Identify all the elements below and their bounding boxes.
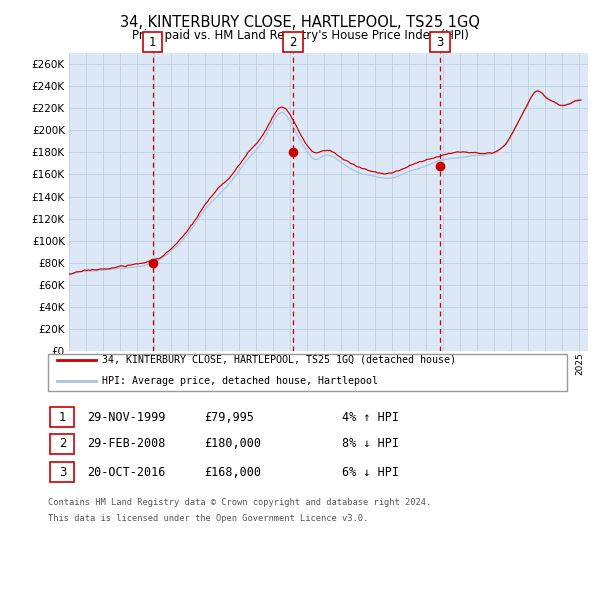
Text: 20-OCT-2016: 20-OCT-2016 — [87, 466, 166, 478]
Text: £79,995: £79,995 — [204, 411, 254, 424]
Text: This data is licensed under the Open Government Licence v3.0.: This data is licensed under the Open Gov… — [48, 513, 368, 523]
Text: 4% ↑ HPI: 4% ↑ HPI — [342, 411, 399, 424]
Text: HPI: Average price, detached house, Hartlepool: HPI: Average price, detached house, Hart… — [102, 376, 378, 386]
Text: Price paid vs. HM Land Registry's House Price Index (HPI): Price paid vs. HM Land Registry's House … — [131, 30, 469, 42]
Text: £168,000: £168,000 — [204, 466, 261, 478]
Text: Contains HM Land Registry data © Crown copyright and database right 2024.: Contains HM Land Registry data © Crown c… — [48, 498, 431, 507]
Text: 34, KINTERBURY CLOSE, HARTLEPOOL, TS25 1GQ: 34, KINTERBURY CLOSE, HARTLEPOOL, TS25 1… — [120, 15, 480, 30]
Text: 1: 1 — [59, 411, 66, 424]
Text: 1: 1 — [149, 35, 157, 49]
Text: 2: 2 — [59, 437, 66, 450]
Text: 2: 2 — [289, 35, 296, 49]
Text: 29-NOV-1999: 29-NOV-1999 — [87, 411, 166, 424]
Text: £180,000: £180,000 — [204, 437, 261, 450]
Text: 6% ↓ HPI: 6% ↓ HPI — [342, 466, 399, 478]
Text: 34, KINTERBURY CLOSE, HARTLEPOOL, TS25 1GQ (detached house): 34, KINTERBURY CLOSE, HARTLEPOOL, TS25 1… — [102, 355, 456, 365]
Text: 8% ↓ HPI: 8% ↓ HPI — [342, 437, 399, 450]
Text: 29-FEB-2008: 29-FEB-2008 — [87, 437, 166, 450]
Text: 3: 3 — [59, 466, 66, 478]
Text: 3: 3 — [436, 35, 443, 49]
